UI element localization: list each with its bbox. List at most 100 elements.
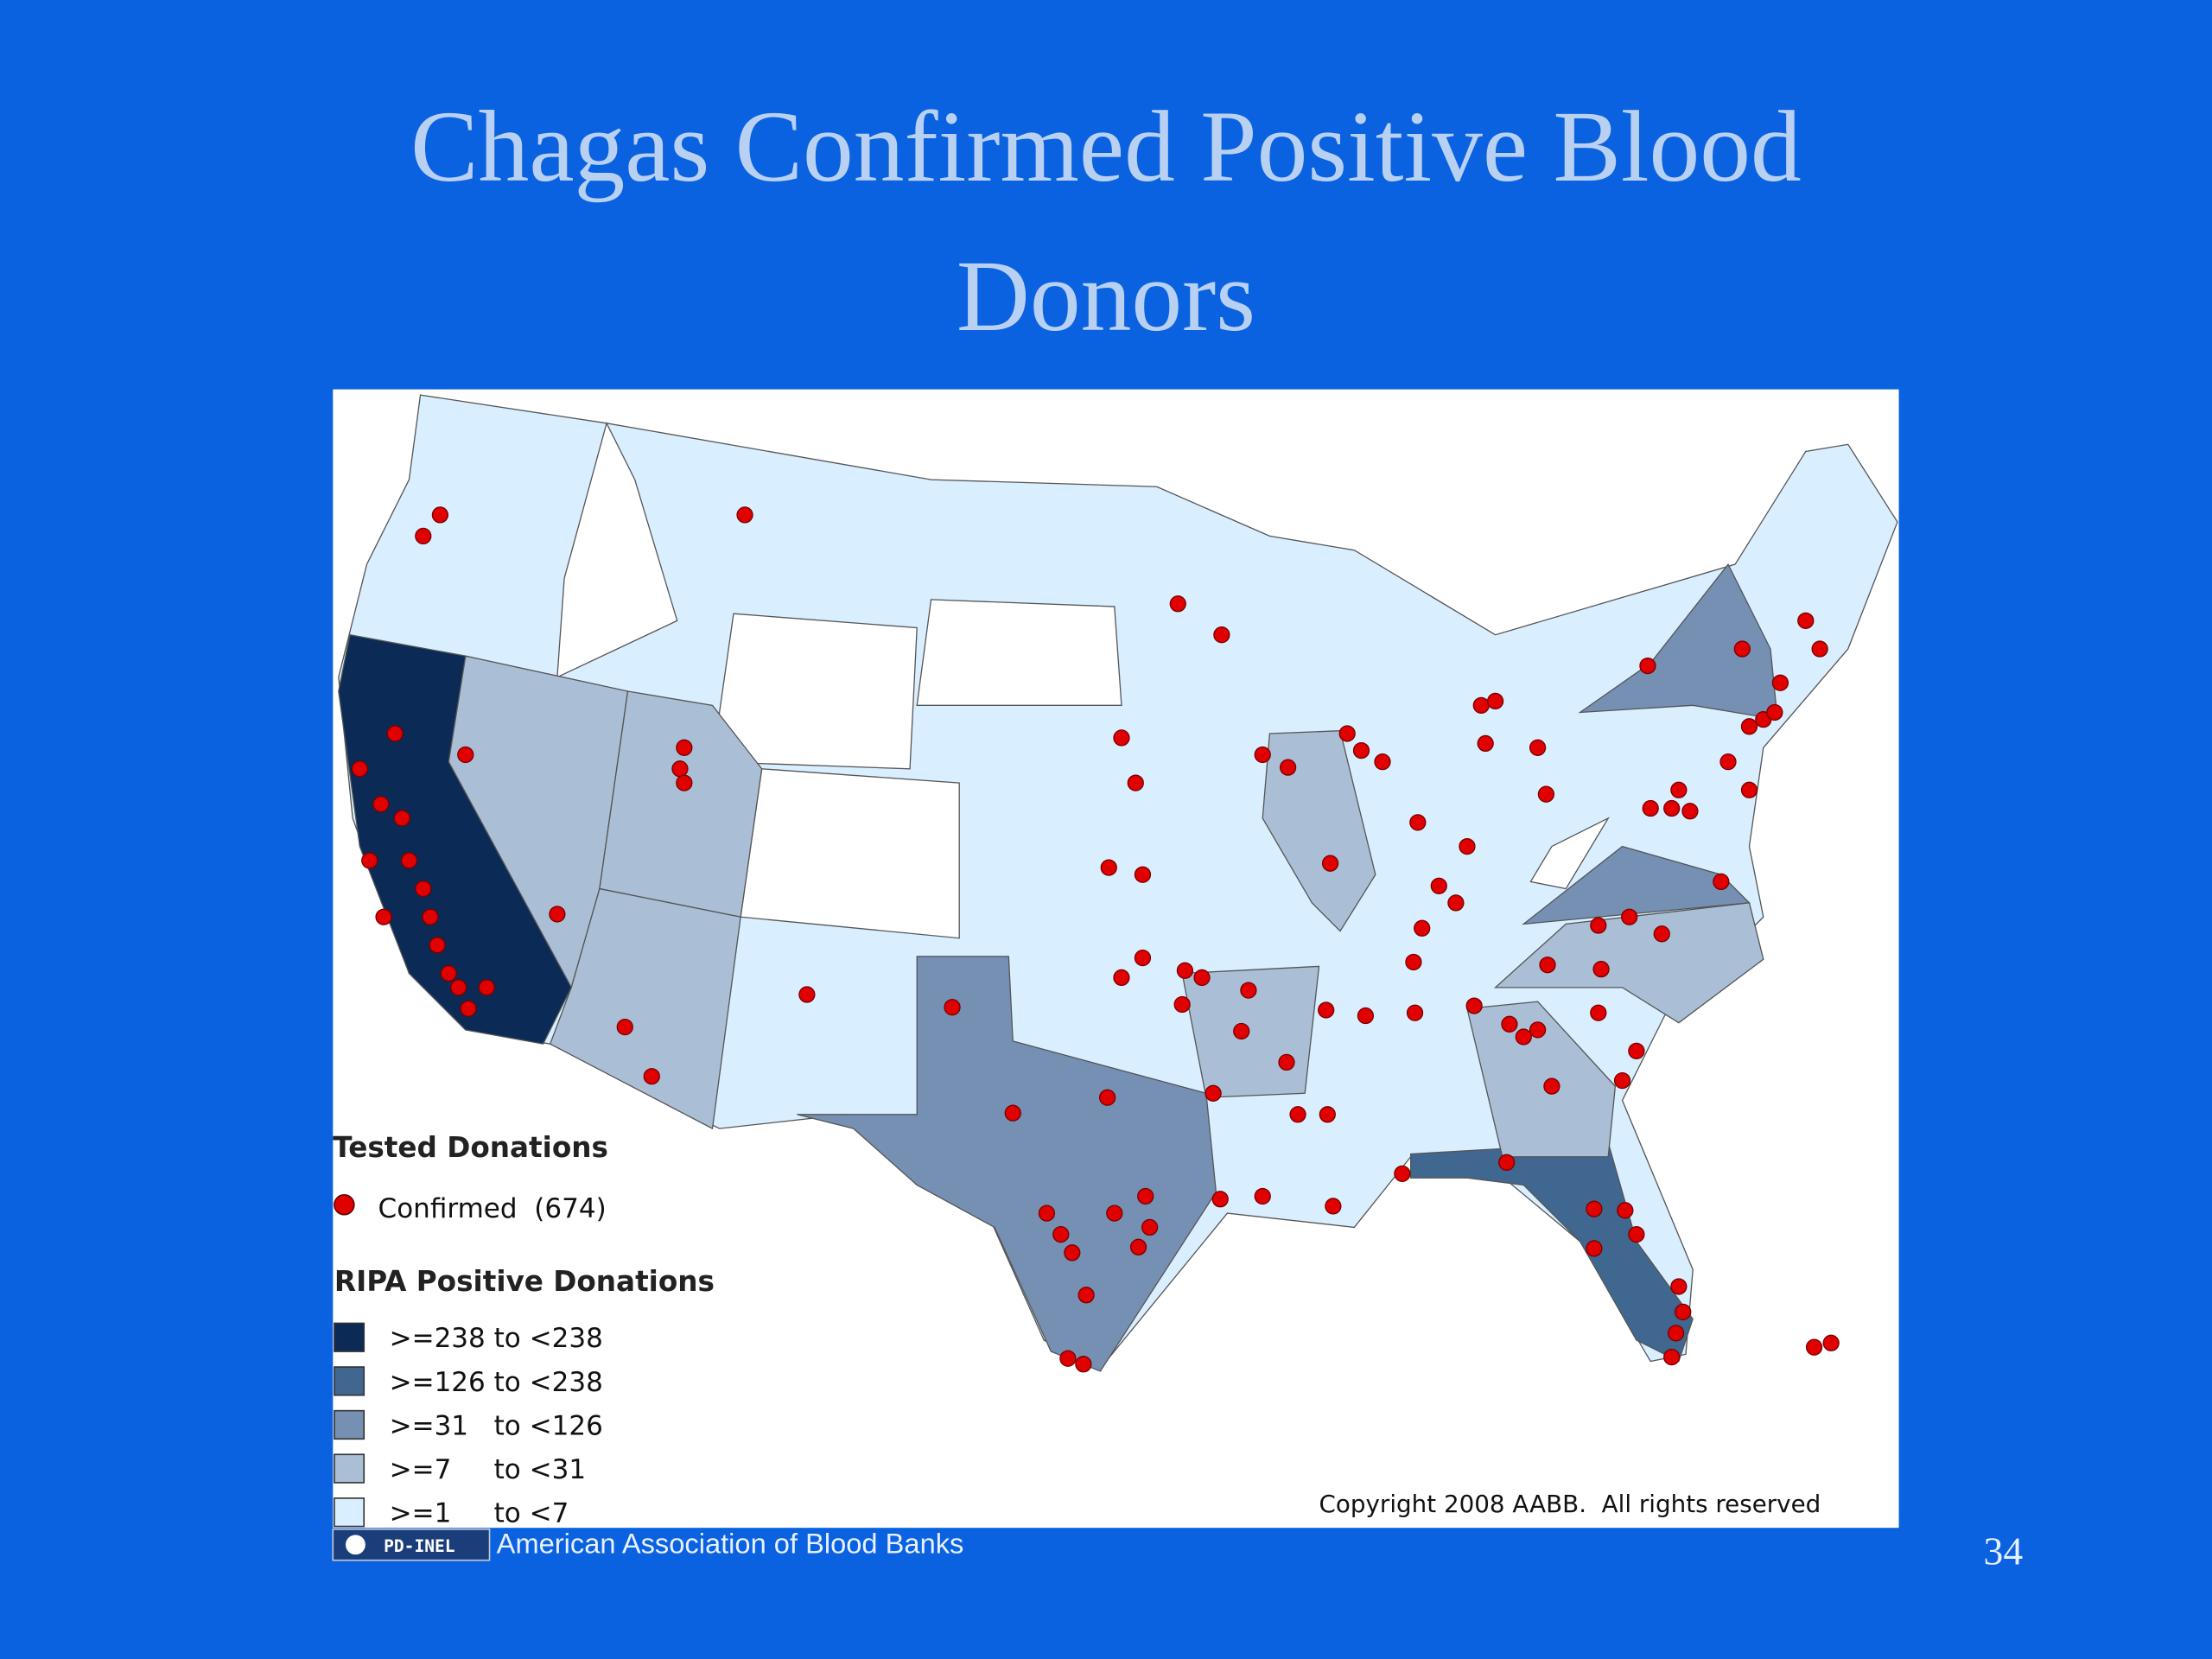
state [549, 887, 741, 1130]
donor-dot [1667, 1325, 1685, 1342]
donor-dot [1193, 969, 1211, 987]
donor-dot [1740, 781, 1758, 798]
donor-dot [1430, 877, 1447, 894]
donor-dot [643, 1068, 660, 1085]
donor-dot [1064, 1244, 1081, 1262]
donor-dot [1805, 1338, 1823, 1356]
donor-dot [1173, 995, 1191, 1014]
donor-dot [1459, 837, 1476, 855]
donor-dot [460, 1000, 477, 1017]
legend-title: Tested Donations [333, 1131, 608, 1164]
donor-dot [361, 852, 378, 869]
badge-icon [346, 1535, 365, 1555]
donor-dot [1670, 1278, 1688, 1295]
donor-dot [1515, 1028, 1532, 1046]
donor-dot [1205, 1084, 1222, 1102]
donor-dot [1822, 1334, 1840, 1351]
donor-dot [671, 760, 689, 778]
donor-dot [1325, 1198, 1342, 1215]
state [1493, 902, 1764, 1024]
legend-label: >=1 to <7 [390, 1498, 569, 1529]
donor-dot [400, 852, 418, 869]
donor-dot [1628, 1042, 1645, 1059]
donor-dot [1113, 729, 1130, 747]
source: American Association of Blood Banks [497, 1528, 964, 1560]
state [556, 421, 678, 678]
donor-dot [1279, 759, 1297, 776]
donor-dot [1529, 739, 1547, 756]
donor-dot [1592, 961, 1610, 978]
state [797, 956, 1217, 1372]
donor-dot [798, 986, 816, 1003]
donor-dot [1529, 1021, 1547, 1039]
legend-dot [334, 1194, 355, 1216]
legend-swatch [334, 1322, 365, 1352]
donor-dot [1771, 674, 1789, 691]
donor-dot [1617, 1202, 1634, 1219]
title-line: Chagas Confirmed Positive Blood [410, 91, 1802, 203]
donor-dot [1405, 953, 1422, 971]
donor-dot [1240, 982, 1257, 999]
legend-label: >=126 to <238 [390, 1367, 603, 1398]
donor-dot [1539, 957, 1556, 974]
donor-dot [415, 527, 432, 545]
state [1466, 1001, 1617, 1158]
donor-dot [1719, 753, 1737, 771]
donor-dot [1498, 1154, 1516, 1171]
donor-dot [1590, 917, 1607, 934]
donor-dot [1106, 1205, 1123, 1222]
donor-dot [1663, 799, 1681, 817]
copyright: Copyright 2008 AABB. All rights reserved [1319, 1490, 1821, 1518]
donor-dot [1639, 657, 1656, 675]
donor-dot [1357, 1007, 1375, 1025]
donor-dot [1211, 1191, 1229, 1208]
donor-dot [372, 795, 390, 813]
donor-dot [1653, 925, 1670, 943]
donor-dot [351, 760, 368, 778]
donor-dot [393, 810, 410, 827]
donor-dot [386, 725, 404, 742]
donor-dot [1675, 1303, 1692, 1321]
state [1529, 817, 1610, 890]
page-number: 34 [1984, 1529, 2024, 1573]
donor-dot [549, 906, 566, 923]
donor-dot [1127, 774, 1144, 791]
donor-dot [375, 908, 392, 925]
donor-dot [1465, 997, 1483, 1014]
donor-dot [1233, 1022, 1250, 1040]
donor-dot [1077, 1287, 1095, 1304]
state [740, 768, 960, 939]
donor-dot [1319, 1106, 1336, 1123]
legend-swatch [334, 1366, 365, 1396]
donor-dot [1447, 894, 1465, 912]
donor-dot [736, 506, 753, 524]
state [916, 599, 1122, 706]
donor-dot [1004, 1104, 1021, 1122]
donor-dot [1289, 1106, 1306, 1123]
state [599, 690, 763, 918]
donor-dot [1406, 1004, 1424, 1021]
donor-dot [422, 908, 439, 925]
donor-dot [1414, 919, 1431, 937]
donor-dot [449, 979, 467, 996]
donor-dot [1169, 595, 1186, 613]
donor-dot [1472, 696, 1490, 714]
donor-dot [1338, 725, 1356, 742]
donor-dot [1628, 1225, 1645, 1243]
legend-label: Confirmed (674) [378, 1193, 607, 1224]
state [711, 613, 918, 770]
donor-dot [1059, 1350, 1077, 1367]
donor-dot [1278, 1053, 1295, 1071]
donor-dot [1586, 1240, 1603, 1257]
donor-dot [1486, 692, 1504, 710]
donor-dot [1075, 1356, 1092, 1373]
donor-dot [1797, 612, 1815, 629]
donor-dot [1613, 1071, 1631, 1090]
donor-dot [1129, 1238, 1147, 1255]
donor-dot [457, 746, 474, 764]
donor-dot [415, 880, 432, 898]
donor-dot [1681, 803, 1699, 820]
donor-dot [1099, 1089, 1116, 1106]
